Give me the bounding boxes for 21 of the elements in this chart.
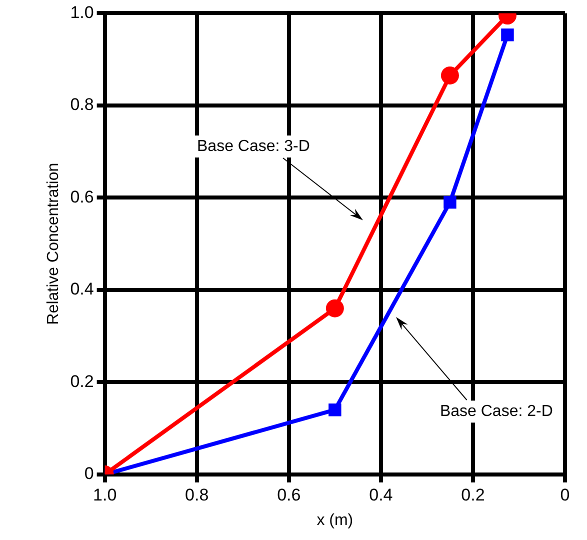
y-tick-label: 0.6: [70, 187, 94, 206]
y-tick-label: 0.8: [70, 95, 94, 114]
x-axis-title: x (m): [316, 512, 354, 529]
point: [326, 299, 344, 318]
y-tick-label: 0.2: [70, 372, 94, 391]
y-tick-label: 0: [84, 464, 94, 484]
point: [328, 403, 342, 416]
y-tick-label: 1.0: [70, 2, 94, 22]
x-tick-label: 0.6: [277, 485, 301, 504]
point: [440, 66, 459, 84]
point: [444, 196, 456, 209]
point: [501, 28, 514, 42]
x-tick-label: 1.0: [93, 485, 117, 504]
y-tick-label: 0.4: [70, 280, 94, 299]
y-axis-title: Relative Concentration: [45, 162, 62, 325]
x-tick-label: 0.8: [185, 485, 209, 504]
x-tick-label: 0.4: [369, 485, 393, 504]
x-tick-label: 0: [560, 485, 570, 504]
x-tick-label: 0.2: [461, 485, 485, 504]
annotation: Base Case: 3-D: [197, 138, 310, 155]
annotation: Base Case: 2-D: [440, 403, 553, 420]
